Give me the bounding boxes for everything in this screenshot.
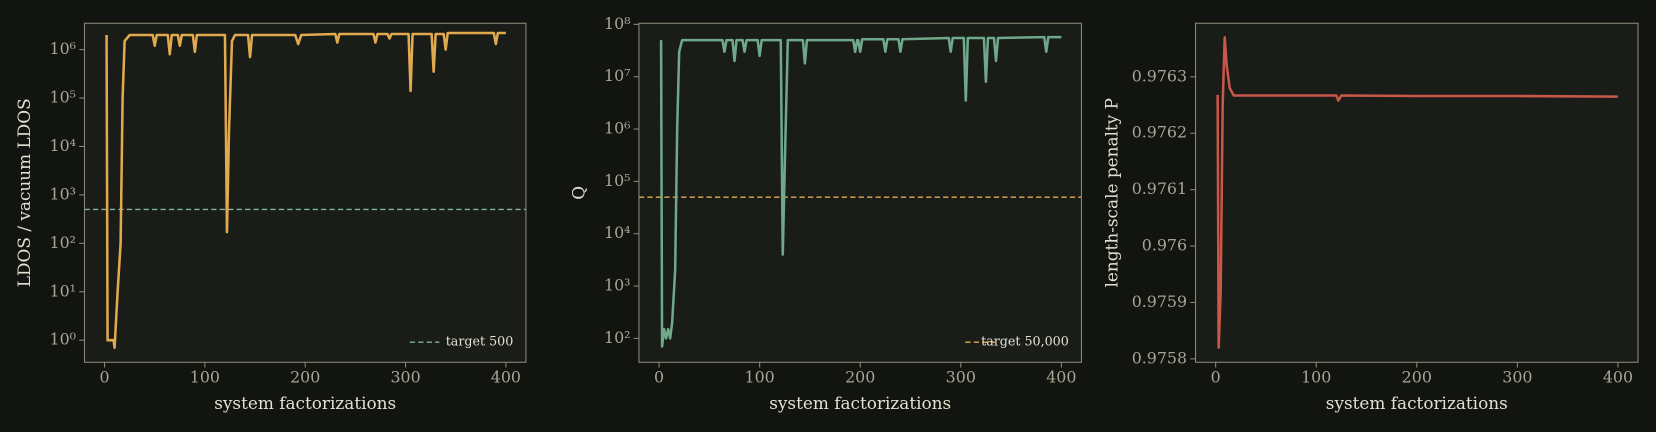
y-tick-label: 10² [50, 233, 77, 252]
y-tick-label: 0.9759 [1132, 292, 1187, 311]
x-tick-label: 0 [1211, 368, 1221, 387]
y-tick-label: 10³ [604, 276, 631, 295]
y-tick-label: 0.9763 [1132, 66, 1187, 85]
y-tick-label: 10⁴ [604, 223, 631, 242]
x-axis-label: system factorizations [769, 393, 951, 413]
plot-area [638, 23, 1082, 363]
data-line [1216, 36, 1618, 349]
y-tick-label: 10³ [50, 184, 77, 203]
x-tick-label: 200 [290, 368, 320, 387]
y-tick-label: 10⁴ [50, 136, 77, 155]
x-axis-label: system factorizations [1326, 393, 1508, 413]
x-tick-label: 100 [1301, 368, 1331, 387]
data-line [659, 35, 1062, 348]
y-tick-label: 10⁶ [604, 119, 631, 138]
y-tick-label: 10¹ [50, 281, 77, 300]
plot-frame [83, 22, 527, 363]
x-tick-label: 0 [100, 368, 110, 387]
y-tick-label: 0.9762 [1132, 123, 1187, 142]
y-tick-label: 0.976 [1142, 236, 1187, 255]
y-axis-label: LDOS / vacuum LDOS [14, 98, 34, 287]
plot-area [1195, 23, 1639, 363]
x-tick-label: 200 [845, 368, 875, 387]
legend-label: target 500 [446, 334, 514, 349]
y-tick-label: 10⁰ [50, 330, 77, 349]
x-tick-label: 200 [1402, 368, 1432, 387]
y-axis-label: Q [568, 186, 588, 200]
x-tick-label: 100 [745, 368, 775, 387]
x-tick-label: 0 [654, 368, 664, 387]
y-tick-label: 10² [604, 328, 631, 347]
y-tick-label: 10⁵ [604, 171, 631, 190]
y-tick-label: 10⁸ [604, 14, 631, 33]
x-tick-label: 300 [946, 368, 976, 387]
plot-frame [638, 22, 1082, 363]
y-tick-label: 0.9758 [1132, 348, 1187, 367]
y-tick-label: 10⁶ [50, 39, 77, 58]
data-line [105, 31, 506, 349]
x-tick-label: 400 [1046, 368, 1076, 387]
y-axis-label: length-scale penalty P [1102, 98, 1122, 287]
x-tick-label: 100 [190, 368, 220, 387]
plot-frame [1195, 22, 1639, 363]
x-tick-label: 300 [390, 368, 420, 387]
y-tick-label: 10⁷ [604, 66, 631, 85]
plot-area [84, 23, 526, 363]
legend-label: target 50,000 [981, 334, 1069, 349]
x-tick-label: 400 [1603, 368, 1633, 387]
y-tick-label: 0.9761 [1132, 179, 1187, 198]
y-tick-label: 10⁵ [50, 88, 77, 107]
x-axis-label: system factorizations [214, 393, 396, 413]
x-tick-label: 400 [491, 368, 521, 387]
x-tick-label: 300 [1502, 368, 1532, 387]
